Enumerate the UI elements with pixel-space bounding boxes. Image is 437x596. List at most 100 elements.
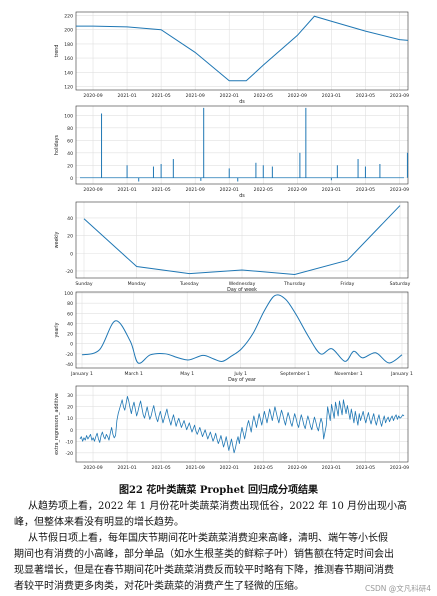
x-tick-label: 2021-09	[186, 187, 205, 193]
trend-line	[76, 15, 409, 82]
x-tick-label: Wednesday	[229, 281, 256, 287]
y-tick-label: 0	[70, 428, 73, 434]
x-tick-label: November 1	[334, 371, 362, 377]
y-tick-label: 120	[64, 84, 73, 90]
x-tick-label: 2020-09	[83, 187, 102, 193]
x-tick-label: 2023-09	[390, 465, 409, 471]
y-tick-label: 20	[67, 163, 73, 169]
x-tick-label: 2022-09	[288, 93, 307, 99]
x-axis-label: Day of week	[227, 287, 257, 293]
x-tick-label: May 1	[180, 371, 194, 377]
y-tick-label: 100	[64, 113, 73, 119]
y-tick-label: -20	[65, 451, 73, 457]
paragraph-2-line-4: 者较平时消费更多肉类，对花叶类蔬菜的消费产生了轻微的压缩。	[14, 581, 304, 592]
x-tick-label: 2021-01	[117, 187, 136, 193]
x-tick-label: 2022-01	[220, 187, 239, 193]
x-tick-label: 2021-05	[152, 93, 171, 99]
yearly-line	[81, 294, 403, 364]
paragraph-1-line-2: 峰，但整体来看没有明显的增长趋势。	[14, 517, 184, 528]
y-tick-label: 0	[70, 342, 73, 348]
y-tick-label: 0	[70, 251, 73, 257]
x-tick-label: July 1	[233, 371, 247, 377]
x-tick-label: Monday	[128, 281, 146, 287]
regressor-line	[79, 395, 405, 454]
plot-frame	[75, 201, 409, 279]
x-tick-label: Tuesday	[179, 281, 199, 287]
x-tick-label: September 1	[280, 371, 310, 377]
plot-frame	[75, 105, 409, 185]
x-tick-label: 2023-05	[356, 465, 375, 471]
y-tick-label: 60	[67, 138, 73, 144]
x-tick-label: 2022-05	[254, 465, 273, 471]
y-tick-label: 160	[64, 56, 73, 62]
y-tick-label: 10	[67, 416, 73, 422]
x-tick-label: 2023-09	[390, 187, 409, 193]
panel-extra_regressors_additive: -20 -10 0 10 20 30 2020-09 2021-01 2021-05 2021-0…	[54, 385, 409, 471]
panel-holidays: 0 20 40 60 80 100 2020-09 2021-01 2021-05 2021-09…	[54, 105, 409, 199]
x-tick-label: 2022-05	[254, 187, 273, 193]
y-tick-label: -20	[65, 352, 73, 358]
y-tick-label: -20	[65, 269, 73, 275]
x-tick-label: January 1	[70, 371, 93, 377]
x-tick-label: 2023-01	[322, 465, 341, 471]
y-tick-label: -40	[65, 362, 73, 368]
y-tick-label: 40	[67, 321, 73, 327]
y-axis-label: yearly	[54, 322, 60, 337]
x-tick-label: March 1	[125, 371, 143, 377]
x-tick-label: 2022-05	[254, 93, 273, 99]
paragraph-1-line-1: 从趋势项上看，2022 年 1 月份花叶类蔬菜消费出现低谷，2022 年 10 …	[28, 501, 408, 512]
x-tick-label: 2023-05	[356, 93, 375, 99]
y-tick-label: 220	[64, 14, 73, 20]
y-tick-label: 30	[67, 393, 73, 399]
x-tick-label: January 1	[390, 371, 413, 377]
paragraph-2-line-2: 期间也有消费的小高峰，部分单品（如水生根茎类的鲜粽子叶）销售额在特定时间会出	[14, 549, 394, 560]
y-tick-label: 80	[67, 126, 73, 132]
x-axis-label: ds	[239, 193, 245, 199]
x-tick-label: 2020-09	[83, 465, 102, 471]
x-axis-label: Day of year	[228, 377, 256, 383]
y-tick-label: 20	[67, 234, 73, 240]
x-tick-label: 2021-01	[117, 465, 136, 471]
paragraph-2-line-1: 从节假日项上看，每年国庆节期间花叶类蔬菜消费迎来高峰，清明、端午等小长假	[28, 533, 388, 544]
y-tick-label: 40	[67, 151, 73, 157]
x-tick-label: 2023-01	[322, 187, 341, 193]
y-tick-label: -10	[65, 439, 73, 445]
panel-yearly: -40 -20 0 20 40 60 80 100 January 1 March 1 May 1 J…	[54, 291, 413, 383]
y-tick-label: 20	[67, 332, 73, 338]
y-tick-label: 40	[67, 216, 73, 222]
x-tick-label: 2023-01	[322, 93, 341, 99]
y-tick-label: 100	[64, 291, 73, 297]
x-tick-label: 2022-01	[220, 93, 239, 99]
y-tick-label: 0	[70, 176, 73, 182]
x-tick-label: Saturday	[390, 281, 411, 287]
x-tick-label: 2020-09	[83, 93, 102, 99]
y-tick-label: 80	[67, 301, 73, 307]
plot-frame	[75, 291, 409, 369]
y-axis-label: holidays	[54, 135, 60, 155]
y-tick-label: 20	[67, 405, 73, 411]
x-tick-label: 2021-09	[186, 465, 205, 471]
x-tick-label: 2021-05	[152, 465, 171, 471]
x-tick-label: 2021-01	[117, 93, 136, 99]
y-axis-label: extra_regressors_additive	[54, 393, 60, 455]
x-tick-label: 2022-09	[288, 187, 307, 193]
weekly-line	[83, 205, 401, 275]
x-tick-label: 2022-01	[220, 465, 239, 471]
x-tick-label: Friday	[340, 281, 354, 287]
y-tick-label: 140	[64, 70, 73, 76]
panel-trend: 120 140 160 180 200 220 2020-09 2021-01 2021-05 2…	[54, 11, 409, 105]
plot-frame	[75, 385, 409, 463]
paragraph-2-line-3: 现显著增长，但是在春节期间花叶类蔬菜消费反而较平时略有下降，推测春节期间消费	[14, 565, 394, 576]
x-tick-label: 2022-09	[288, 465, 307, 471]
x-tick-label: 2021-09	[186, 93, 205, 99]
plot-frame	[75, 11, 409, 91]
y-tick-label: 60	[67, 311, 73, 317]
y-tick-label: 200	[64, 28, 73, 34]
x-tick-label: 2023-09	[390, 93, 409, 99]
x-tick-label: 2021-05	[152, 187, 171, 193]
y-axis-label: weekly	[54, 231, 60, 248]
x-axis-label: ds	[239, 99, 245, 105]
x-tick-label: Sunday	[75, 281, 92, 287]
x-tick-label: 2023-05	[356, 187, 375, 193]
